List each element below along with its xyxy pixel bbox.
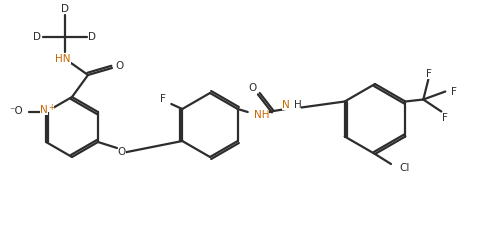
Text: F: F <box>451 87 457 96</box>
Text: F: F <box>160 94 166 104</box>
Text: D: D <box>33 32 41 42</box>
Text: Cl: Cl <box>399 163 409 173</box>
Text: HN: HN <box>55 54 71 64</box>
Text: F: F <box>442 113 448 123</box>
Text: O: O <box>248 83 257 93</box>
Text: N: N <box>40 105 48 115</box>
Text: ⁻O: ⁻O <box>9 106 23 116</box>
Text: O: O <box>118 147 126 157</box>
Text: F: F <box>427 68 432 78</box>
Text: D: D <box>88 32 96 42</box>
Text: N: N <box>282 100 290 110</box>
Text: H: H <box>294 100 301 110</box>
Text: O: O <box>116 61 124 71</box>
Text: NH: NH <box>254 110 269 120</box>
Text: D: D <box>61 4 69 14</box>
Text: +: + <box>48 102 54 111</box>
